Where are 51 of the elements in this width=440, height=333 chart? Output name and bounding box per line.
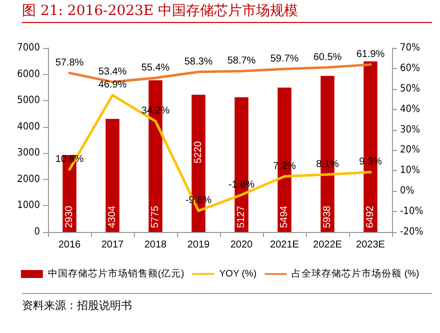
x-tick-label: 2016 — [58, 240, 82, 250]
data-label: 55.4% — [141, 62, 170, 74]
data-label: 5938 — [322, 205, 333, 228]
x-tick-label: 2017 — [101, 240, 124, 250]
data-label: 60.5% — [313, 52, 342, 63]
y-tick-label: 7000 — [17, 42, 40, 54]
data-label: 5220 — [193, 140, 204, 164]
data-label: 61.9% — [356, 49, 385, 60]
bar — [106, 118, 120, 232]
data-label: 58.3% — [184, 56, 213, 68]
data-label: 59.7% — [270, 54, 299, 65]
y2-tick-label: 10% — [400, 165, 420, 176]
data-label: 58.7% — [227, 56, 256, 67]
y-tick-label: 2000 — [17, 174, 40, 185]
y-tick-label: 5000 — [17, 95, 40, 106]
y2-tick-label: 50% — [400, 83, 420, 94]
data-label: 5127 — [236, 205, 247, 228]
data-label: 53.4% — [98, 66, 127, 78]
y2-tick-label: 70% — [400, 42, 420, 54]
y-tick-label: 4000 — [17, 121, 40, 132]
x-tick-label: 2022E — [313, 240, 342, 250]
data-label: 46.9% — [98, 80, 127, 91]
legend-label: 中国存储芯片市场销售额(亿元) — [48, 268, 184, 280]
legend-label: 占全球存储芯片市场份额 (%) — [292, 268, 420, 280]
x-tick-label: 2023E — [356, 240, 386, 250]
y2-tick-label: 60% — [400, 62, 420, 74]
y2-tick-label: -20% — [400, 226, 424, 238]
data-label: 6492 — [365, 205, 376, 228]
x-tick-label: 2018 — [144, 240, 168, 250]
data-label: 57.8% — [55, 57, 84, 68]
x-tick-label: 2020 — [230, 240, 254, 250]
y2-tick-label: 0% — [400, 186, 415, 197]
x-tick-label: 2021E — [270, 240, 300, 250]
data-label: 5494 — [279, 205, 290, 228]
y2-tick-label: 30% — [400, 124, 420, 136]
y2-tick-label: -10% — [400, 206, 424, 218]
y-tick-label: 3000 — [17, 148, 40, 159]
y2-tick-label: 20% — [400, 144, 420, 156]
y-tick-label: 0 — [34, 226, 40, 238]
x-tick-label: 2019 — [187, 240, 210, 250]
y2-tick-label: 40% — [400, 104, 420, 115]
data-label: -9.6% — [185, 195, 212, 206]
y-tick-label: 6000 — [17, 68, 40, 80]
y-tick-label: 1000 — [17, 200, 40, 212]
data-label: 10.6% — [55, 154, 84, 165]
data-label: 5775 — [150, 205, 161, 228]
data-label: 4304 — [107, 205, 118, 228]
data-label: 2930 — [64, 205, 75, 228]
chart-title: 图 21: 2016-2023E 中国存储芯片市场规模 — [22, 2, 298, 20]
legend-label: YOY (%) — [219, 268, 257, 280]
text: 资料来源：招股说明书 — [22, 298, 132, 313]
